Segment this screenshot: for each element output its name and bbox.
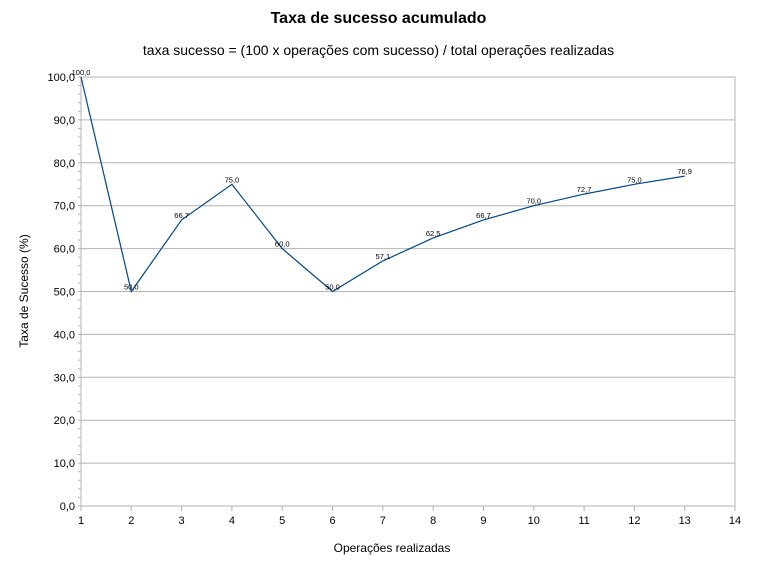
y-tick-label: 0,0 bbox=[60, 501, 75, 513]
x-tick-label: 8 bbox=[430, 515, 436, 527]
y-tick-label: 100,0 bbox=[47, 72, 75, 84]
x-tick-label: 7 bbox=[380, 515, 386, 527]
y-tick-label: 30,0 bbox=[54, 372, 75, 384]
y-axis-title: Taxa de Sucesso (%) bbox=[17, 234, 31, 347]
series bbox=[80, 76, 685, 293]
y-tick-label: 50,0 bbox=[54, 287, 75, 299]
x-tick-label: 13 bbox=[679, 515, 691, 527]
plot-frame bbox=[80, 76, 736, 507]
data-label: 70,0 bbox=[526, 197, 541, 206]
data-label: 62,5 bbox=[426, 229, 441, 238]
data-label: 60,0 bbox=[275, 240, 290, 249]
data-label: 66,7 bbox=[174, 211, 189, 220]
y-tick-label: 80,0 bbox=[54, 158, 75, 170]
chart-subtitle: taxa sucesso = (100 x operações com suce… bbox=[142, 42, 615, 58]
series-line bbox=[80, 76, 685, 293]
x-tick-label: 14 bbox=[729, 515, 741, 527]
data-label: 76,9 bbox=[677, 167, 692, 176]
data-label: 72,7 bbox=[577, 185, 592, 194]
grid-lines bbox=[81, 76, 735, 507]
data-label: 66,7 bbox=[476, 211, 491, 220]
data-label: 75,0 bbox=[627, 175, 642, 184]
data-label: 50,0 bbox=[124, 283, 139, 292]
x-tick-label: 2 bbox=[128, 515, 134, 527]
y-tick-label: 90,0 bbox=[54, 115, 75, 127]
y-tick-label: 70,0 bbox=[54, 201, 75, 213]
y-tick-label: 10,0 bbox=[54, 458, 75, 470]
data-label: 75,0 bbox=[225, 175, 240, 184]
y-tick-label: 20,0 bbox=[54, 415, 75, 427]
y-tick-label: 40,0 bbox=[54, 329, 75, 341]
data-labels: 100,0 50,0 66,7 75,0 60,0 50,0 57,1 62,5 66,7 70,… bbox=[72, 68, 692, 292]
x-tick-label: 5 bbox=[279, 515, 285, 527]
x-axis-title: Operações realizadas bbox=[334, 541, 451, 555]
x-tick-label: 4 bbox=[229, 515, 235, 527]
x-tick-label: 9 bbox=[480, 515, 486, 527]
data-label: 50,0 bbox=[325, 283, 340, 292]
x-tick-label: 6 bbox=[329, 515, 335, 527]
data-label: 100,0 bbox=[72, 68, 91, 77]
x-tick-label: 11 bbox=[578, 515, 589, 527]
x-tick-label: 10 bbox=[528, 515, 540, 527]
data-label: 57,1 bbox=[376, 252, 391, 261]
x-tick-label: 1 bbox=[78, 515, 84, 527]
y-tick-label: 60,0 bbox=[54, 244, 75, 256]
x-tick-label: 12 bbox=[628, 515, 640, 527]
x-tick-label: 3 bbox=[179, 515, 185, 527]
axes: 0,0 10,0 20,0 30,0 40,0 50,0 60,0 70,0 80,0 90,0 1… bbox=[47, 72, 741, 527]
chart-title: Taxa de sucesso acumulado bbox=[270, 10, 487, 27]
